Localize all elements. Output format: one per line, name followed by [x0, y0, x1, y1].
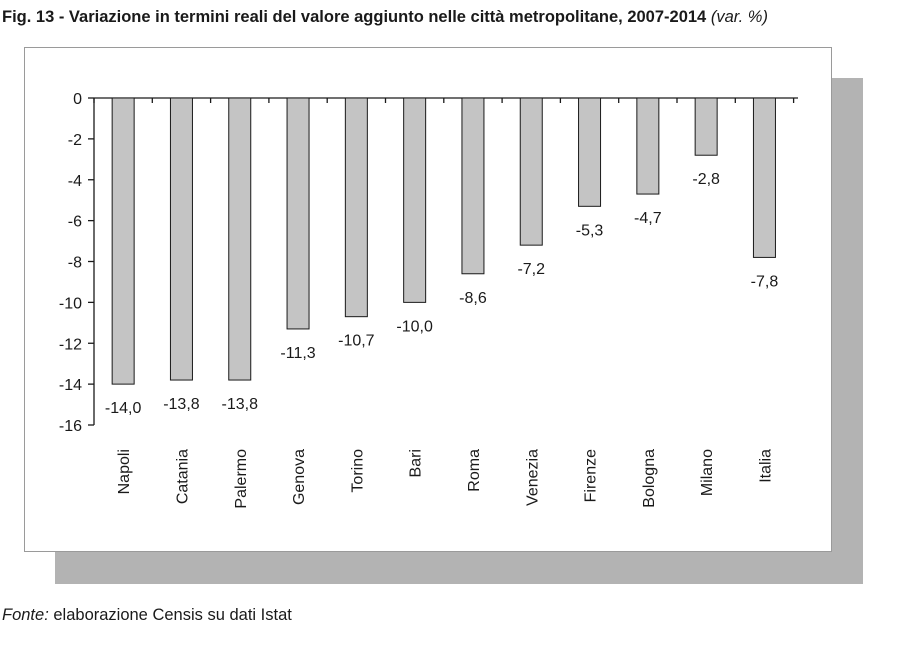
- y-tick-label: -16: [59, 418, 82, 435]
- bar-venezia: [519, 97, 543, 246]
- data-label: -13,8: [222, 396, 259, 413]
- category-label: Torino: [349, 449, 366, 493]
- data-label: -8,6: [459, 290, 487, 307]
- chart-title: Fig. 13 - Variazione in termini reali de…: [2, 8, 768, 27]
- y-tick-label: 0: [73, 91, 82, 108]
- data-label: -10,7: [338, 333, 375, 350]
- bar-roma: [461, 97, 485, 275]
- y-tick-label: -8: [68, 255, 82, 272]
- data-label: -7,2: [517, 261, 545, 278]
- source-label: Fonte:: [2, 606, 49, 624]
- y-tick-label: -2: [68, 132, 82, 149]
- y-tick-label: -6: [68, 214, 82, 231]
- source-text: elaborazione Censis su dati Istat: [53, 606, 292, 624]
- bar-palermo: [228, 97, 252, 381]
- bar-bari: [403, 97, 427, 303]
- category-label: Italia: [757, 449, 774, 483]
- y-tick-label: -12: [59, 336, 82, 353]
- category-label: Venezia: [524, 449, 541, 506]
- bar-genova: [286, 97, 310, 330]
- bar-chart: 0 -2 -4 -6 -8 -10 -12 -14 -16 -14,0 Napoli -13,8 Cat…: [59, 91, 798, 509]
- bar-firenze: [578, 97, 602, 207]
- source-note: Fonte: elaborazione Censis su dati Istat: [2, 606, 292, 625]
- data-label: -11,3: [280, 345, 315, 362]
- chart-panel: 0 -2 -4 -6 -8 -10 -12 -14 -16 -14,0 Napoli -13,8 Cat…: [24, 47, 832, 552]
- bar-napoli: [111, 97, 135, 385]
- chart-title-main: Fig. 13 - Variazione in termini reali de…: [2, 8, 707, 26]
- data-label: -2,8: [692, 171, 720, 188]
- category-label: Bari: [408, 449, 425, 477]
- category-label: Firenze: [583, 449, 600, 502]
- category-label: Milano: [699, 449, 716, 496]
- category-label: Catania: [174, 449, 191, 504]
- category-label: Palermo: [233, 449, 250, 509]
- bar-bologna: [636, 97, 660, 195]
- y-tick-label: -10: [59, 295, 82, 312]
- bar-catania: [169, 97, 193, 381]
- data-label: -5,3: [576, 222, 604, 239]
- chart-title-unit: (var. %): [710, 8, 768, 26]
- data-label: -13,8: [163, 396, 200, 413]
- data-label: -4,7: [634, 210, 662, 227]
- bar-milano: [694, 97, 718, 156]
- category-label: Napoli: [116, 449, 133, 494]
- bar-italia: [752, 97, 776, 258]
- data-label: -14,0: [105, 400, 142, 417]
- category-label: Bologna: [641, 449, 658, 508]
- data-label: -10,0: [396, 318, 433, 335]
- y-tick-label: -4: [68, 173, 82, 190]
- data-label: -7,8: [751, 273, 779, 290]
- category-label: Roma: [466, 449, 483, 492]
- y-tick-label: -14: [59, 377, 82, 394]
- bar-torino: [344, 97, 368, 318]
- category-label: Genova: [291, 449, 308, 505]
